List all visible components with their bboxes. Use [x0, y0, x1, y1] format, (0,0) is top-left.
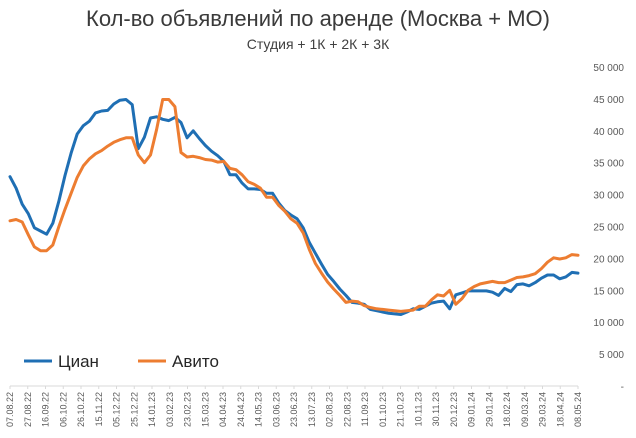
x-tick-label: 18.04.24 — [555, 392, 565, 427]
y-tick-label: 50 000 — [593, 63, 624, 74]
x-tick-label: 29.01.24 — [484, 392, 494, 427]
series-line-cian — [8, 98, 580, 316]
x-tick-label: 22.08.23 — [342, 392, 352, 427]
y-tick-label: 35 000 — [593, 159, 624, 170]
x-tick-label: 13.07.23 — [307, 392, 317, 427]
x-tick-label: 09.01.24 — [467, 392, 477, 427]
y-tick-label: 45 000 — [593, 95, 624, 106]
x-tick-label: 05.12.22 — [112, 392, 122, 427]
chart-title: Кол-во объявлений по аренде (Москва + МО… — [86, 6, 550, 31]
y-tick-label: 25 000 — [593, 223, 624, 234]
x-tick-label: 06.10.22 — [58, 392, 68, 427]
x-tick-label: 09.03.24 — [520, 392, 530, 427]
x-tick-label: 27.08.22 — [23, 392, 33, 427]
x-tick-label: 10.11.23 — [413, 392, 423, 426]
series-line-avito — [8, 98, 580, 313]
x-tick-label: 15.11.22 — [94, 392, 104, 426]
chart-subtitle: Студия + 1К + 2К + 3К — [246, 36, 390, 52]
x-tick-label: 18.02.24 — [502, 392, 512, 427]
x-tick-label: 07.08.22 — [5, 392, 15, 427]
x-tick-label: 11.09.23 — [360, 392, 370, 426]
x-tick-label: 01.10.23 — [378, 392, 388, 427]
y-tick-label: - — [621, 382, 624, 393]
x-tick-label: 03.06.23 — [271, 392, 281, 427]
x-tick-label: 30.11.23 — [431, 392, 441, 426]
x-tick-label: 24.04.23 — [236, 392, 246, 427]
y-tick-label: 15 000 — [593, 286, 624, 297]
y-tick-label: 10 000 — [593, 318, 624, 329]
x-tick-label: 14.05.23 — [254, 392, 264, 427]
x-tick-label: 25.12.22 — [129, 392, 139, 427]
x-tick-label: 15.03.23 — [200, 392, 210, 427]
x-tick-label: 21.10.23 — [396, 392, 406, 427]
x-tick-label: 20.12.23 — [449, 392, 459, 427]
y-tick-label: 20 000 — [593, 254, 624, 265]
x-tick-label: 26.10.22 — [76, 392, 86, 427]
x-tick-label: 04.04.23 — [218, 392, 228, 427]
y-tick-label: 40 000 — [593, 127, 624, 138]
x-tick-label: 23.06.23 — [289, 392, 299, 427]
x-tick-label: 14.01.23 — [147, 392, 157, 427]
y-tick-label: 5 000 — [599, 350, 624, 361]
legend-label: Циан — [58, 352, 99, 371]
x-tick-label: 03.02.23 — [165, 392, 175, 427]
y-tick-label: 30 000 — [593, 191, 624, 202]
x-tick-label: 02.08.23 — [325, 392, 335, 427]
x-tick-label: 08.05.24 — [573, 392, 583, 427]
legend-box — [14, 343, 258, 379]
legend-label: Авито — [172, 352, 219, 371]
x-tick-label: 29.03.24 — [538, 392, 548, 427]
x-tick-label: 16.09.22 — [41, 392, 51, 427]
x-tick-label: 23.02.23 — [183, 392, 193, 427]
